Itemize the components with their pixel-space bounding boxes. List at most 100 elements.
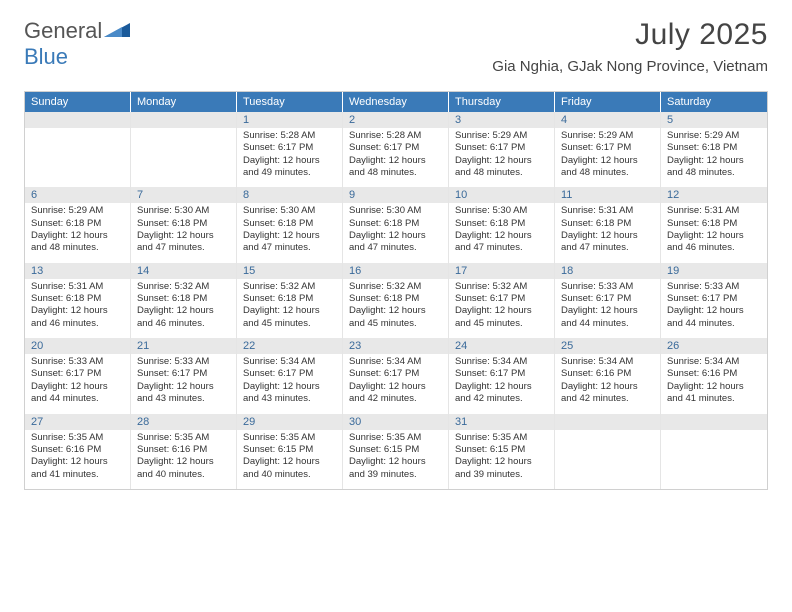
sunset-line: Sunset: 6:17 PM: [137, 368, 230, 380]
day-body: Sunrise: 5:29 AMSunset: 6:17 PMDaylight:…: [555, 128, 660, 187]
day-body: Sunrise: 5:28 AMSunset: 6:17 PMDaylight:…: [343, 128, 448, 187]
day-header-row: SundayMondayTuesdayWednesdayThursdayFrid…: [25, 92, 767, 112]
sunset-line: Sunset: 6:18 PM: [667, 142, 761, 154]
daylight-line: Daylight: 12 hours and 45 minutes.: [455, 305, 548, 330]
day-body: [555, 430, 660, 486]
sunset-line: Sunset: 6:18 PM: [137, 293, 230, 305]
day-body: Sunrise: 5:32 AMSunset: 6:18 PMDaylight:…: [343, 279, 448, 338]
day-body: Sunrise: 5:28 AMSunset: 6:17 PMDaylight:…: [237, 128, 342, 187]
day-number: 18: [555, 263, 660, 279]
daylight-line: Daylight: 12 hours and 40 minutes.: [243, 456, 336, 481]
sunrise-line: Sunrise: 5:29 AM: [455, 130, 548, 142]
day-cell: 5Sunrise: 5:29 AMSunset: 6:18 PMDaylight…: [661, 112, 767, 187]
sunrise-line: Sunrise: 5:35 AM: [137, 432, 230, 444]
daylight-line: Daylight: 12 hours and 41 minutes.: [31, 456, 124, 481]
sunset-line: Sunset: 6:17 PM: [667, 293, 761, 305]
day-cell: 20Sunrise: 5:33 AMSunset: 6:17 PMDayligh…: [25, 338, 131, 413]
sunrise-line: Sunrise: 5:33 AM: [561, 281, 654, 293]
daylight-line: Daylight: 12 hours and 39 minutes.: [455, 456, 548, 481]
day-body: Sunrise: 5:31 AMSunset: 6:18 PMDaylight:…: [555, 203, 660, 262]
day-cell: [661, 414, 767, 489]
day-number: 12: [661, 187, 767, 203]
day-cell: 6Sunrise: 5:29 AMSunset: 6:18 PMDaylight…: [25, 187, 131, 262]
day-number: 7: [131, 187, 236, 203]
sunrise-line: Sunrise: 5:30 AM: [455, 205, 548, 217]
sunrise-line: Sunrise: 5:33 AM: [137, 356, 230, 368]
day-cell: [131, 112, 237, 187]
sunrise-line: Sunrise: 5:31 AM: [667, 205, 761, 217]
sunset-line: Sunset: 6:16 PM: [137, 444, 230, 456]
sunset-line: Sunset: 6:16 PM: [561, 368, 654, 380]
logo-text-blue: Blue: [24, 44, 68, 69]
day-number: 21: [131, 338, 236, 354]
sunset-line: Sunset: 6:17 PM: [243, 142, 336, 154]
day-body: Sunrise: 5:30 AMSunset: 6:18 PMDaylight:…: [131, 203, 236, 262]
day-body: Sunrise: 5:31 AMSunset: 6:18 PMDaylight:…: [661, 203, 767, 262]
sunrise-line: Sunrise: 5:29 AM: [667, 130, 761, 142]
daylight-line: Daylight: 12 hours and 43 minutes.: [243, 381, 336, 406]
sunset-line: Sunset: 6:17 PM: [243, 368, 336, 380]
sunset-line: Sunset: 6:18 PM: [31, 293, 124, 305]
day-body: Sunrise: 5:29 AMSunset: 6:17 PMDaylight:…: [449, 128, 554, 187]
daylight-line: Daylight: 12 hours and 47 minutes.: [455, 230, 548, 255]
daylight-line: Daylight: 12 hours and 48 minutes.: [561, 155, 654, 180]
day-body: Sunrise: 5:33 AMSunset: 6:17 PMDaylight:…: [25, 354, 130, 413]
day-number: 13: [25, 263, 130, 279]
day-cell: [555, 414, 661, 489]
sunset-line: Sunset: 6:17 PM: [349, 368, 442, 380]
sunrise-line: Sunrise: 5:28 AM: [349, 130, 442, 142]
day-header-wednesday: Wednesday: [343, 92, 449, 112]
day-number: 16: [343, 263, 448, 279]
day-number: 20: [25, 338, 130, 354]
day-number: 28: [131, 414, 236, 430]
day-number: 2: [343, 112, 448, 128]
logo-text-general: General: [24, 18, 102, 44]
sunrise-line: Sunrise: 5:32 AM: [243, 281, 336, 293]
daylight-line: Daylight: 12 hours and 48 minutes.: [455, 155, 548, 180]
sunrise-line: Sunrise: 5:34 AM: [349, 356, 442, 368]
sunrise-line: Sunrise: 5:33 AM: [31, 356, 124, 368]
daylight-line: Daylight: 12 hours and 48 minutes.: [31, 230, 124, 255]
daylight-line: Daylight: 12 hours and 47 minutes.: [243, 230, 336, 255]
day-cell: 31Sunrise: 5:35 AMSunset: 6:15 PMDayligh…: [449, 414, 555, 489]
day-cell: 28Sunrise: 5:35 AMSunset: 6:16 PMDayligh…: [131, 414, 237, 489]
sunset-line: Sunset: 6:18 PM: [243, 293, 336, 305]
sunrise-line: Sunrise: 5:33 AM: [667, 281, 761, 293]
day-number: 10: [449, 187, 554, 203]
week-row: 1Sunrise: 5:28 AMSunset: 6:17 PMDaylight…: [25, 112, 767, 187]
day-cell: 7Sunrise: 5:30 AMSunset: 6:18 PMDaylight…: [131, 187, 237, 262]
day-number: [661, 414, 767, 430]
day-number: 9: [343, 187, 448, 203]
sunrise-line: Sunrise: 5:30 AM: [137, 205, 230, 217]
day-cell: 9Sunrise: 5:30 AMSunset: 6:18 PMDaylight…: [343, 187, 449, 262]
week-row: 6Sunrise: 5:29 AMSunset: 6:18 PMDaylight…: [25, 187, 767, 262]
month-title: July 2025: [492, 18, 768, 52]
sunset-line: Sunset: 6:18 PM: [243, 218, 336, 230]
day-body: Sunrise: 5:35 AMSunset: 6:15 PMDaylight:…: [449, 430, 554, 489]
day-cell: 23Sunrise: 5:34 AMSunset: 6:17 PMDayligh…: [343, 338, 449, 413]
sunset-line: Sunset: 6:18 PM: [31, 218, 124, 230]
daylight-line: Daylight: 12 hours and 41 minutes.: [667, 381, 761, 406]
sunrise-line: Sunrise: 5:34 AM: [455, 356, 548, 368]
sunrise-line: Sunrise: 5:30 AM: [243, 205, 336, 217]
day-cell: 4Sunrise: 5:29 AMSunset: 6:17 PMDaylight…: [555, 112, 661, 187]
day-body: [131, 128, 236, 184]
day-header-friday: Friday: [555, 92, 661, 112]
sunrise-line: Sunrise: 5:32 AM: [349, 281, 442, 293]
day-number: 4: [555, 112, 660, 128]
day-body: Sunrise: 5:29 AMSunset: 6:18 PMDaylight:…: [661, 128, 767, 187]
day-number: 8: [237, 187, 342, 203]
sunset-line: Sunset: 6:15 PM: [349, 444, 442, 456]
day-number: 31: [449, 414, 554, 430]
daylight-line: Daylight: 12 hours and 47 minutes.: [561, 230, 654, 255]
daylight-line: Daylight: 12 hours and 46 minutes.: [137, 305, 230, 330]
week-row: 20Sunrise: 5:33 AMSunset: 6:17 PMDayligh…: [25, 338, 767, 413]
day-cell: 17Sunrise: 5:32 AMSunset: 6:17 PMDayligh…: [449, 263, 555, 338]
sunset-line: Sunset: 6:17 PM: [455, 293, 548, 305]
sunset-line: Sunset: 6:17 PM: [349, 142, 442, 154]
day-body: Sunrise: 5:34 AMSunset: 6:17 PMDaylight:…: [237, 354, 342, 413]
daylight-line: Daylight: 12 hours and 49 minutes.: [243, 155, 336, 180]
daylight-line: Daylight: 12 hours and 43 minutes.: [137, 381, 230, 406]
day-body: Sunrise: 5:30 AMSunset: 6:18 PMDaylight:…: [343, 203, 448, 262]
sunset-line: Sunset: 6:15 PM: [455, 444, 548, 456]
